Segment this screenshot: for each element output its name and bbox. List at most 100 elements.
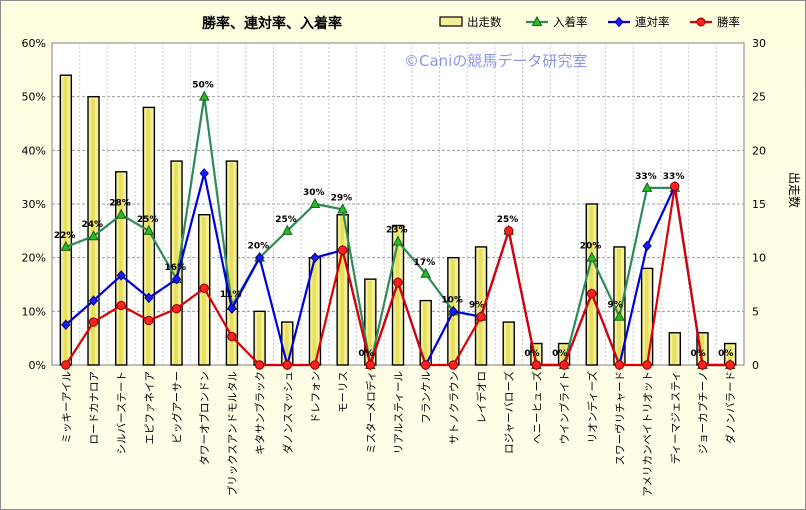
point-marker <box>198 90 210 101</box>
y-tick-label: 50% <box>22 91 46 104</box>
point-marker <box>310 360 320 370</box>
bar-shade <box>118 173 123 364</box>
point-marker <box>309 197 321 208</box>
data-label: 50% <box>192 81 214 91</box>
category-label: ダノンスマッシュ <box>281 371 294 454</box>
bar-shade <box>284 324 289 364</box>
data-label: 0% <box>718 349 733 359</box>
point-marker <box>587 288 597 299</box>
point-marker <box>310 252 320 263</box>
category-label: ロードカナロア <box>89 371 101 445</box>
category-label: リアルスティール <box>393 371 405 454</box>
category-label: ウインブライト <box>558 371 571 444</box>
data-label: 28% <box>109 199 131 209</box>
bar-shade <box>174 163 179 364</box>
point-marker <box>642 360 652 370</box>
point-marker <box>143 224 155 235</box>
bar-shade <box>699 334 704 364</box>
chart-title: 勝率、連対率、入着率 <box>202 15 342 32</box>
point-marker <box>448 306 459 317</box>
data-label: 0% <box>358 349 373 359</box>
y-tick-label: 30% <box>22 198 46 211</box>
category-label: レイデオロ <box>475 371 488 424</box>
data-label: 30% <box>303 188 325 198</box>
point-marker <box>476 312 486 322</box>
category-label: フランケル <box>421 371 433 424</box>
data-label: 11% <box>220 290 242 300</box>
category-label: ダノンバラード <box>724 371 737 444</box>
legend-marker <box>614 16 624 28</box>
y2-tick-label: 5 <box>752 305 759 318</box>
data-label: 33% <box>635 172 657 182</box>
category-label: キタサンブラック <box>254 371 267 455</box>
point-marker <box>392 235 404 246</box>
point-marker <box>531 360 542 370</box>
point-marker <box>282 360 292 370</box>
data-label: 29% <box>331 193 353 203</box>
point-marker <box>420 267 432 278</box>
data-label: 25% <box>275 215 297 225</box>
category-label: タワーオブロンドン <box>198 371 211 466</box>
bar-shade <box>229 163 234 364</box>
data-label: 25% <box>497 215 519 225</box>
point-marker <box>365 360 376 370</box>
data-label: 33% <box>663 172 685 182</box>
point-marker <box>60 240 72 251</box>
y-axis-left: 0% 10% 20% 30% 40% 50% 60% <box>22 37 46 372</box>
point-marker <box>115 208 127 219</box>
category-label: ヘニーヒューズ <box>530 371 543 444</box>
point-marker <box>88 295 99 306</box>
point-marker <box>227 331 237 342</box>
bar-shade <box>533 345 538 364</box>
point-marker <box>116 270 126 281</box>
y-axis-right: 0 5 10 15 20 25 30 <box>752 37 766 372</box>
category-label: アメリカンペイトリオット <box>642 371 654 496</box>
category-label: ミスターメロディ <box>364 371 377 454</box>
x-axis-categories: ミッキーアイル ロードカナロア シルバーステート エピファネイア ビッグアーサー タワーオ… <box>61 371 737 496</box>
bar-shade <box>367 281 372 364</box>
category-label: スワーヴリチャード <box>613 371 626 465</box>
legend-label: 連対率 <box>635 15 670 29</box>
data-label: 0% <box>690 349 705 359</box>
category-label: ブリックスアンドモルタル <box>226 371 239 496</box>
y2-tick-label: 10 <box>752 252 766 265</box>
y-tick-label: 10% <box>22 305 46 318</box>
y-tick-label: 40% <box>22 144 46 157</box>
category-label: シルバーステート <box>116 371 128 454</box>
category-label: リオンディーズ <box>586 371 599 443</box>
bar-shade <box>727 345 732 364</box>
y-tick-label: 20% <box>22 252 46 265</box>
legend: 出走数 入着率 連対率 勝率 <box>439 15 740 29</box>
data-label: 17% <box>414 258 436 268</box>
point-marker <box>171 273 182 285</box>
point-marker <box>670 181 680 191</box>
y2-tick-label: 0 <box>752 359 759 372</box>
category-label: ロジャーバローズ <box>503 371 516 454</box>
legend-marker <box>531 15 543 26</box>
legend-swatch <box>439 16 463 27</box>
bar-shade <box>395 227 400 364</box>
y2-tick-label: 25 <box>752 91 766 104</box>
y-tick-label: 60% <box>22 37 46 50</box>
bar-shade <box>312 259 317 364</box>
legend-label: 入着率 <box>553 15 588 29</box>
point-marker <box>254 252 265 263</box>
data-label: 25% <box>137 215 159 225</box>
point-marker <box>337 203 348 214</box>
category-label: ドレフォン <box>310 371 322 424</box>
point-marker <box>61 360 71 370</box>
point-marker <box>88 230 99 241</box>
y2-tick-label: 15 <box>752 198 766 211</box>
point-marker <box>725 360 735 370</box>
watermark: ©Caniの競馬データ研究室 <box>404 52 587 70</box>
data-label: 20% <box>580 242 602 252</box>
point-marker <box>641 181 653 192</box>
bar-shade <box>340 216 345 364</box>
point-marker <box>88 317 99 327</box>
category-label: ミッキーアイル <box>61 371 73 444</box>
y-tick-label: 0% <box>29 359 46 372</box>
data-label: 0% <box>552 349 567 359</box>
data-label: 10% <box>441 295 463 305</box>
point-marker <box>61 319 71 331</box>
